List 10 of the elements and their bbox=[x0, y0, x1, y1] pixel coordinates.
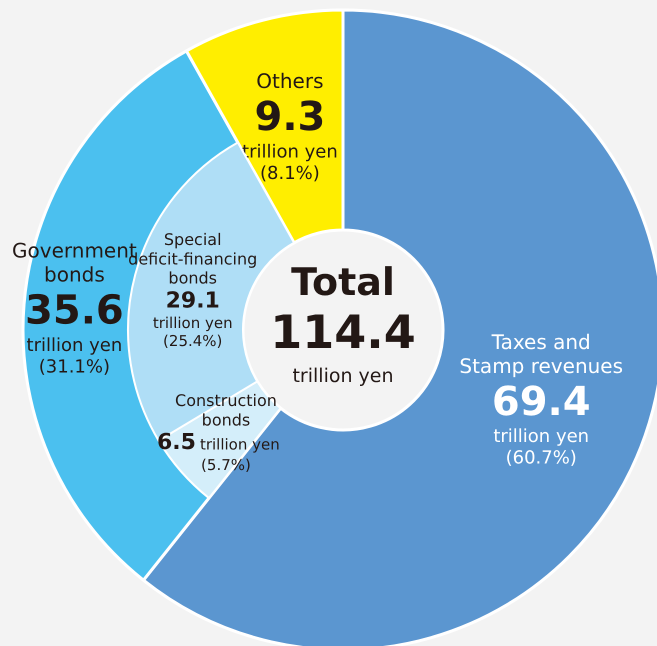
data-label: 35.6 trillion yen (31.1%) bbox=[25, 288, 124, 378]
slice-label: Others bbox=[256, 69, 324, 94]
text: trillion yen bbox=[292, 365, 394, 387]
data-label: 29.1 trillion yen (25.4%) bbox=[152, 288, 233, 350]
data-label: 6.5 trillion yen (5.7%) bbox=[156, 430, 280, 474]
slice-label: Taxes and Stamp revenues bbox=[459, 330, 624, 378]
text: 114.4 bbox=[270, 305, 416, 359]
text: Total bbox=[291, 260, 395, 304]
data-label: 69.4 trillion yen (60.7%) bbox=[492, 378, 591, 469]
slice-label: Construction bonds bbox=[175, 391, 277, 430]
